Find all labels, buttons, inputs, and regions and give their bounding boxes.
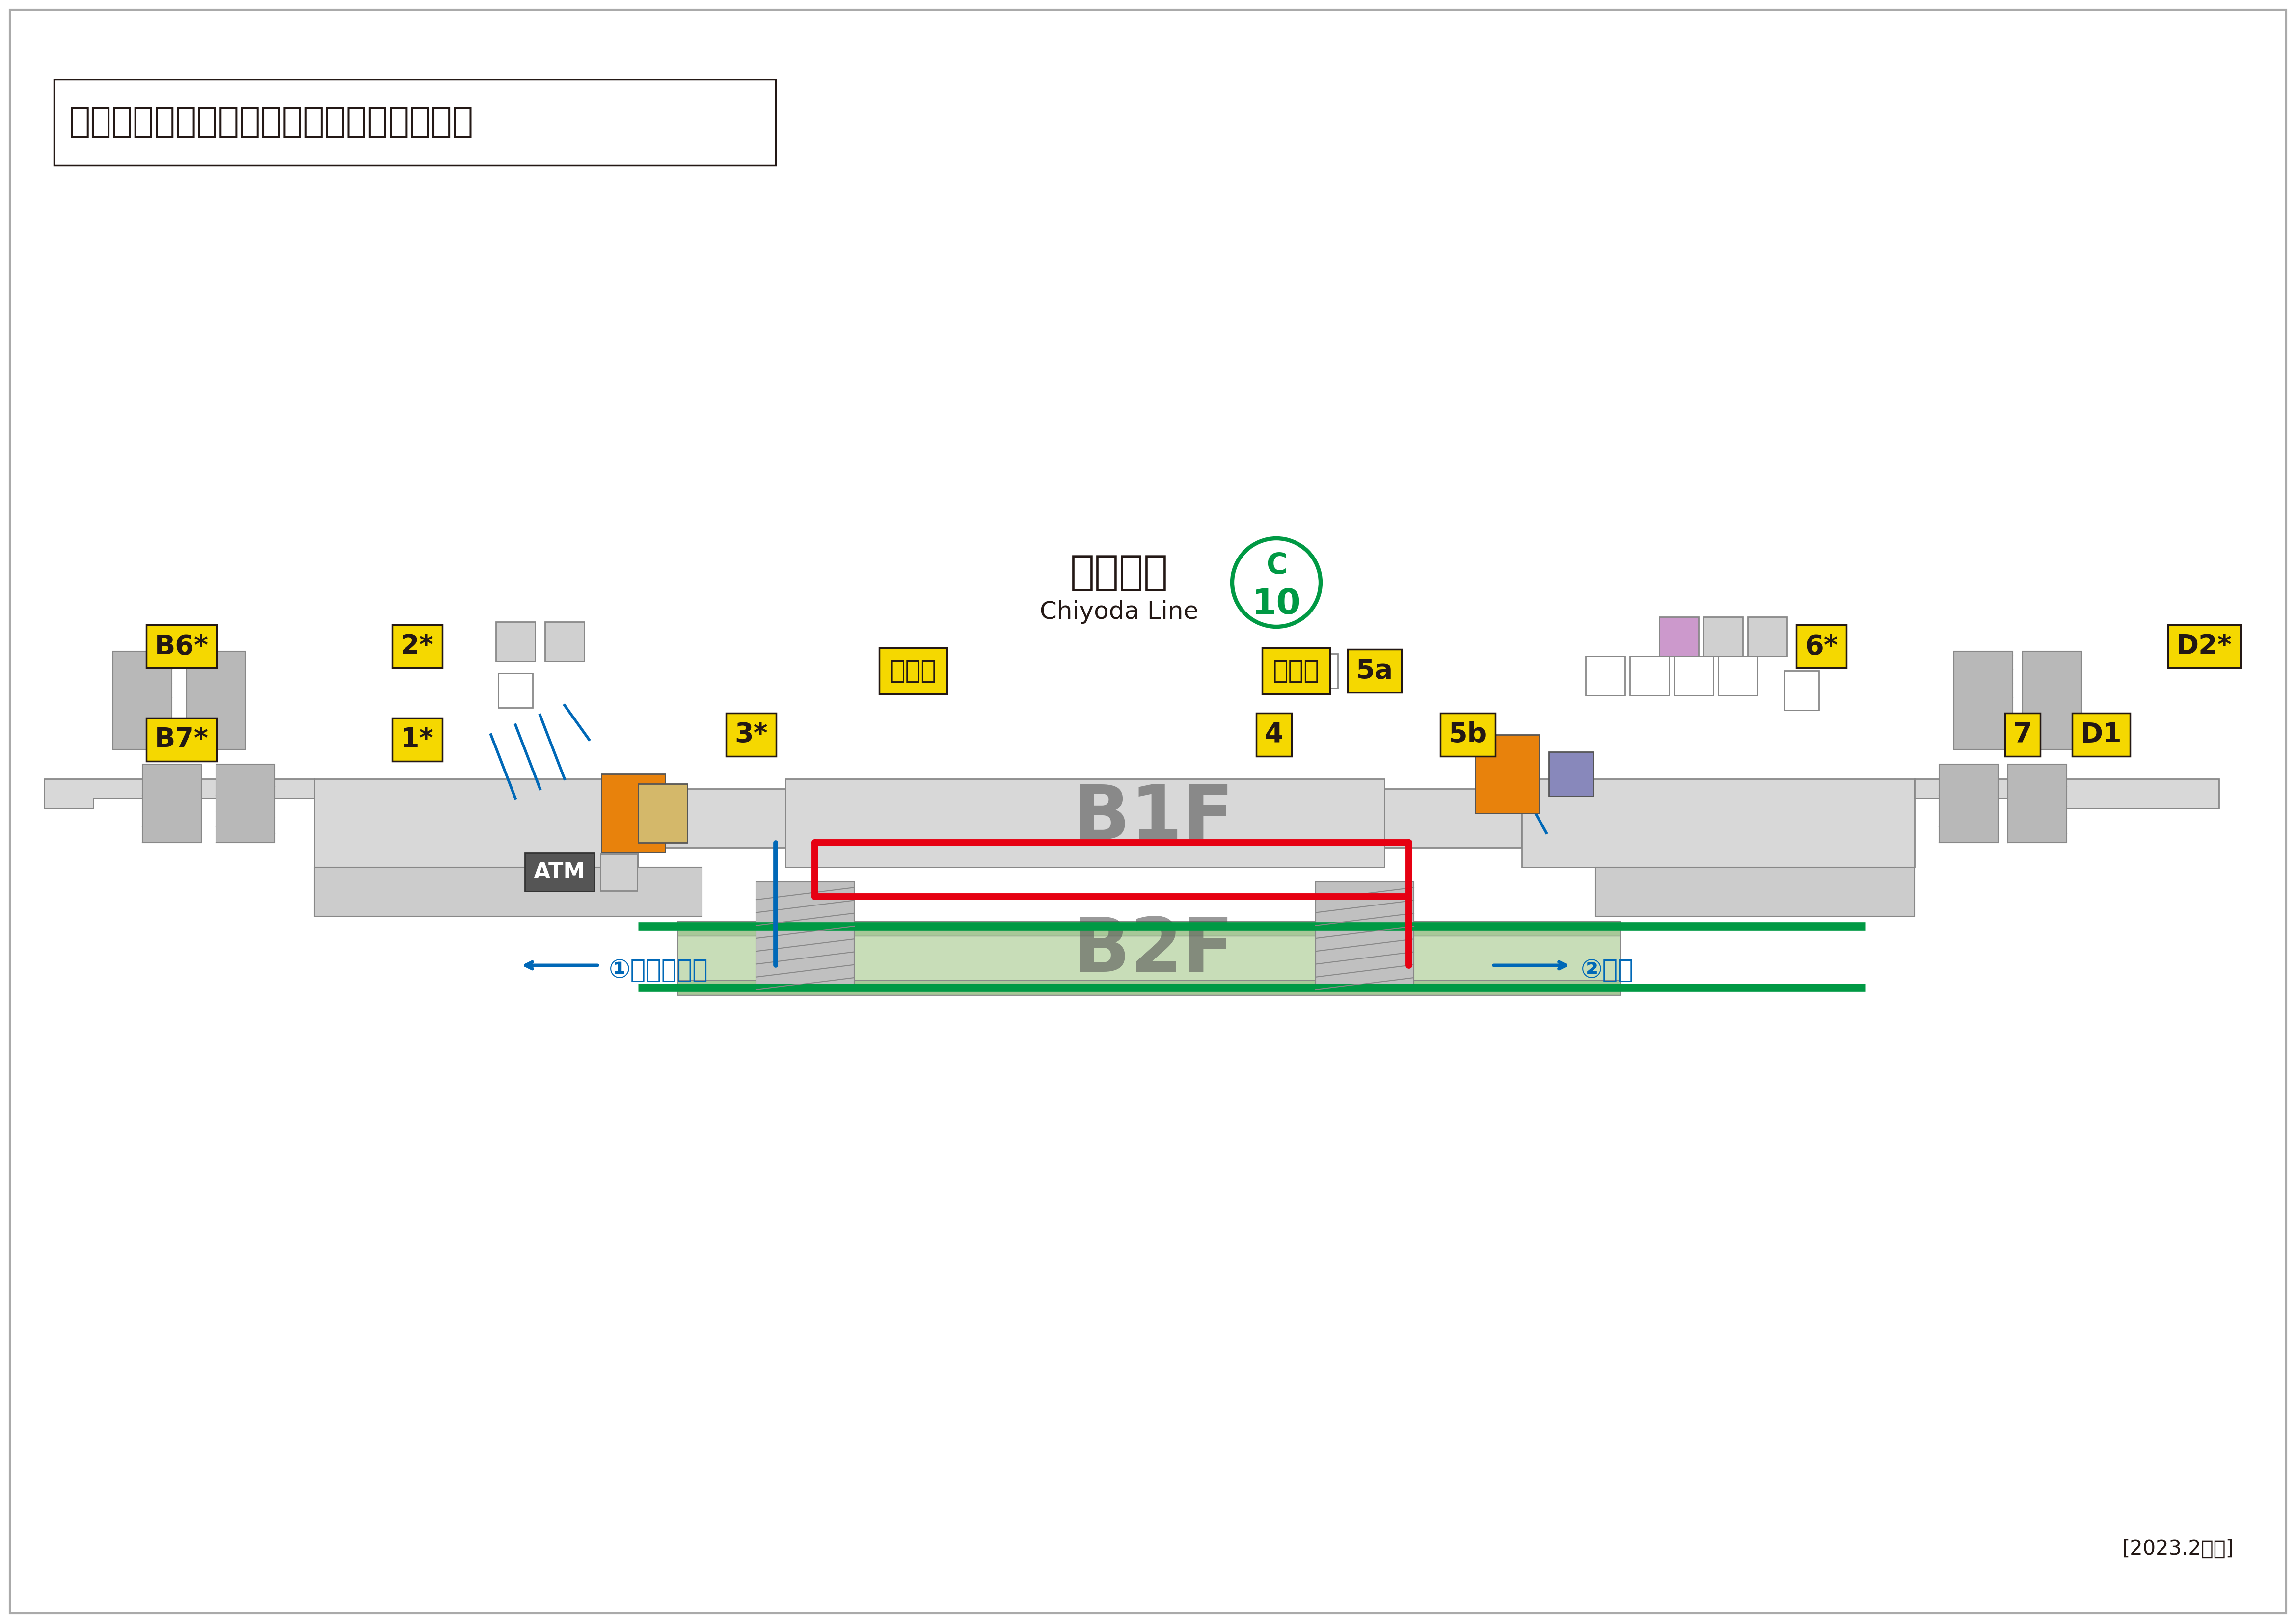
Bar (315, 779, 638, 867)
Text: D1: D1 (2080, 722, 2122, 748)
Bar (1384, 789, 1522, 847)
Text: [2023.2現在]: [2023.2現在] (2122, 1539, 2234, 1560)
Text: D2*: D2* (2177, 633, 2232, 659)
Bar (602, 774, 666, 852)
Text: 4: 4 (1265, 722, 1283, 748)
Bar (755, 881, 854, 990)
Text: Chiyoda Line: Chiyoda Line (1040, 601, 1199, 623)
Bar (1476, 735, 1538, 813)
Text: ②綿瀪: ②綿瀪 (1580, 958, 1635, 984)
Bar (677, 922, 1621, 936)
Text: 5a: 5a (1357, 657, 1394, 685)
Bar (677, 922, 1621, 995)
Bar (785, 779, 1384, 867)
Bar (142, 764, 202, 842)
Bar (186, 651, 246, 750)
Text: 10: 10 (1251, 588, 1302, 622)
Bar (216, 764, 276, 842)
Bar (1550, 751, 1593, 795)
Bar (1704, 617, 1743, 656)
Text: 千代田線二重橋前＜丸の内＞駅構内立体図: 千代田線二重橋前＜丸の内＞駅構内立体図 (69, 105, 473, 140)
Text: 6*: 6* (1805, 633, 1837, 659)
Bar (1747, 617, 1786, 656)
Bar (2007, 764, 2066, 842)
Bar (599, 854, 636, 891)
Text: 地上へ: 地上へ (891, 659, 937, 683)
Polygon shape (44, 779, 315, 808)
Circle shape (1233, 539, 1320, 626)
Polygon shape (1915, 779, 2062, 808)
Text: B6*: B6* (154, 633, 209, 659)
Bar (55, 80, 776, 166)
Bar (1660, 617, 1699, 656)
Bar (2023, 651, 2082, 750)
Text: 千代田線: 千代田線 (1070, 553, 1169, 592)
Text: C: C (1265, 552, 1286, 579)
Polygon shape (2062, 779, 2218, 808)
Bar (1954, 651, 2014, 750)
Text: B7*: B7* (154, 727, 209, 753)
Bar (1717, 656, 1756, 695)
Text: B2F: B2F (1075, 914, 1233, 987)
Bar (638, 784, 687, 842)
Text: 2*: 2* (400, 633, 434, 659)
Bar (1940, 764, 1998, 842)
Text: 3*: 3* (735, 722, 767, 748)
Text: ATM: ATM (533, 862, 585, 883)
Bar (677, 980, 1621, 995)
Bar (1316, 881, 1414, 990)
Bar (1784, 670, 1818, 711)
Bar (496, 622, 535, 661)
Text: ①代々木上原: ①代々木上原 (608, 958, 707, 984)
Bar (544, 622, 583, 661)
Bar (1596, 867, 1915, 917)
Bar (1348, 654, 1382, 688)
Text: 1*: 1* (400, 727, 434, 753)
Bar (498, 674, 533, 708)
Bar (1522, 779, 1915, 867)
Text: B1F: B1F (1075, 782, 1233, 855)
Bar (1674, 656, 1713, 695)
Bar (1304, 654, 1339, 688)
Bar (113, 651, 172, 750)
Text: 7: 7 (2014, 722, 2032, 748)
Bar (315, 867, 703, 917)
Bar (1630, 656, 1669, 695)
Bar (638, 789, 785, 847)
Bar (1587, 656, 1626, 695)
Text: 5b: 5b (1449, 722, 1488, 748)
Text: 地上へ: 地上へ (1272, 659, 1320, 683)
